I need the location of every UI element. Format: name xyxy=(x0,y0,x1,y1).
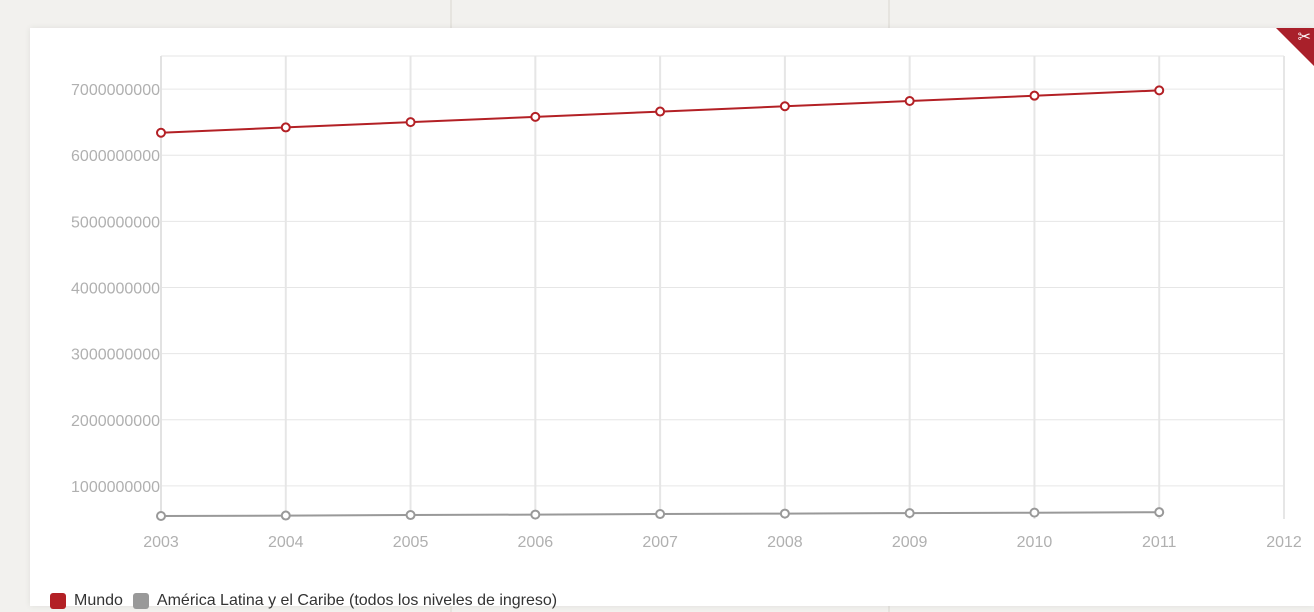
data-point-mundo xyxy=(156,127,166,138)
data-point-latam xyxy=(904,508,915,519)
data-point-latam xyxy=(1029,507,1040,518)
corner-ribbon xyxy=(1276,28,1314,66)
x-tick-label: 2005 xyxy=(393,534,429,551)
x-tick-label: 2009 xyxy=(892,534,928,551)
data-point-latam xyxy=(280,510,291,521)
legend-label-mundo: Mundo xyxy=(74,592,123,609)
chart-card: ✂ xyxy=(30,28,1314,606)
legend-swatch-latam xyxy=(132,593,149,609)
x-tick-label: 2006 xyxy=(518,534,554,551)
series xyxy=(156,85,1165,522)
legend-label-latam: América Latina y el Caribe (todos los ni… xyxy=(156,592,558,609)
x-tick-label: 2011 xyxy=(1142,534,1177,551)
data-point-latam xyxy=(156,511,166,522)
y-tick-label: 4000000000 xyxy=(71,281,160,298)
scissors-icon: ✂ xyxy=(1297,27,1311,46)
axes: 2003 2004 2005 2006 2007 2008 2009 2010 2011 2012… xyxy=(71,56,1302,551)
y-tick-label: 3000000000 xyxy=(71,347,160,364)
data-point-latam xyxy=(530,509,541,520)
data-point-mundo xyxy=(779,101,790,112)
x-tick-label: 2010 xyxy=(1017,534,1053,551)
data-point-latam xyxy=(779,508,790,519)
data-point-mundo xyxy=(530,111,541,122)
data-point-mundo xyxy=(1154,85,1165,96)
data-point-mundo xyxy=(1029,90,1040,101)
data-point-latam xyxy=(405,510,416,521)
legend-swatch-mundo xyxy=(50,593,66,609)
y-tick-label: 5000000000 xyxy=(71,214,160,231)
data-point-mundo xyxy=(655,106,666,117)
legend: Mundo América Latina y el Caribe (todos … xyxy=(50,592,567,610)
legend-item-mundo[interactable]: Mundo xyxy=(50,592,123,610)
legend-item-latam[interactable]: América Latina y el Caribe (todos los ni… xyxy=(132,592,558,610)
y-tick-label: 1000000000 xyxy=(71,479,160,496)
x-tick-label: 2008 xyxy=(767,534,803,551)
data-point-latam xyxy=(655,509,666,520)
data-point-latam xyxy=(1154,507,1165,518)
clip-corner-button[interactable]: ✂ xyxy=(1276,28,1314,66)
data-point-mundo xyxy=(280,122,291,133)
x-tick-label: 2003 xyxy=(143,534,179,551)
data-point-mundo xyxy=(405,117,416,128)
y-tick-label: 6000000000 xyxy=(71,148,160,165)
x-tick-label: 2012 xyxy=(1266,534,1302,551)
y-tick-label: 7000000000 xyxy=(71,82,160,99)
data-point-mundo xyxy=(904,95,915,106)
x-tick-label: 2007 xyxy=(642,534,678,551)
y-tick-label: 2000000000 xyxy=(71,413,160,430)
x-tick-label: 2004 xyxy=(268,534,304,551)
